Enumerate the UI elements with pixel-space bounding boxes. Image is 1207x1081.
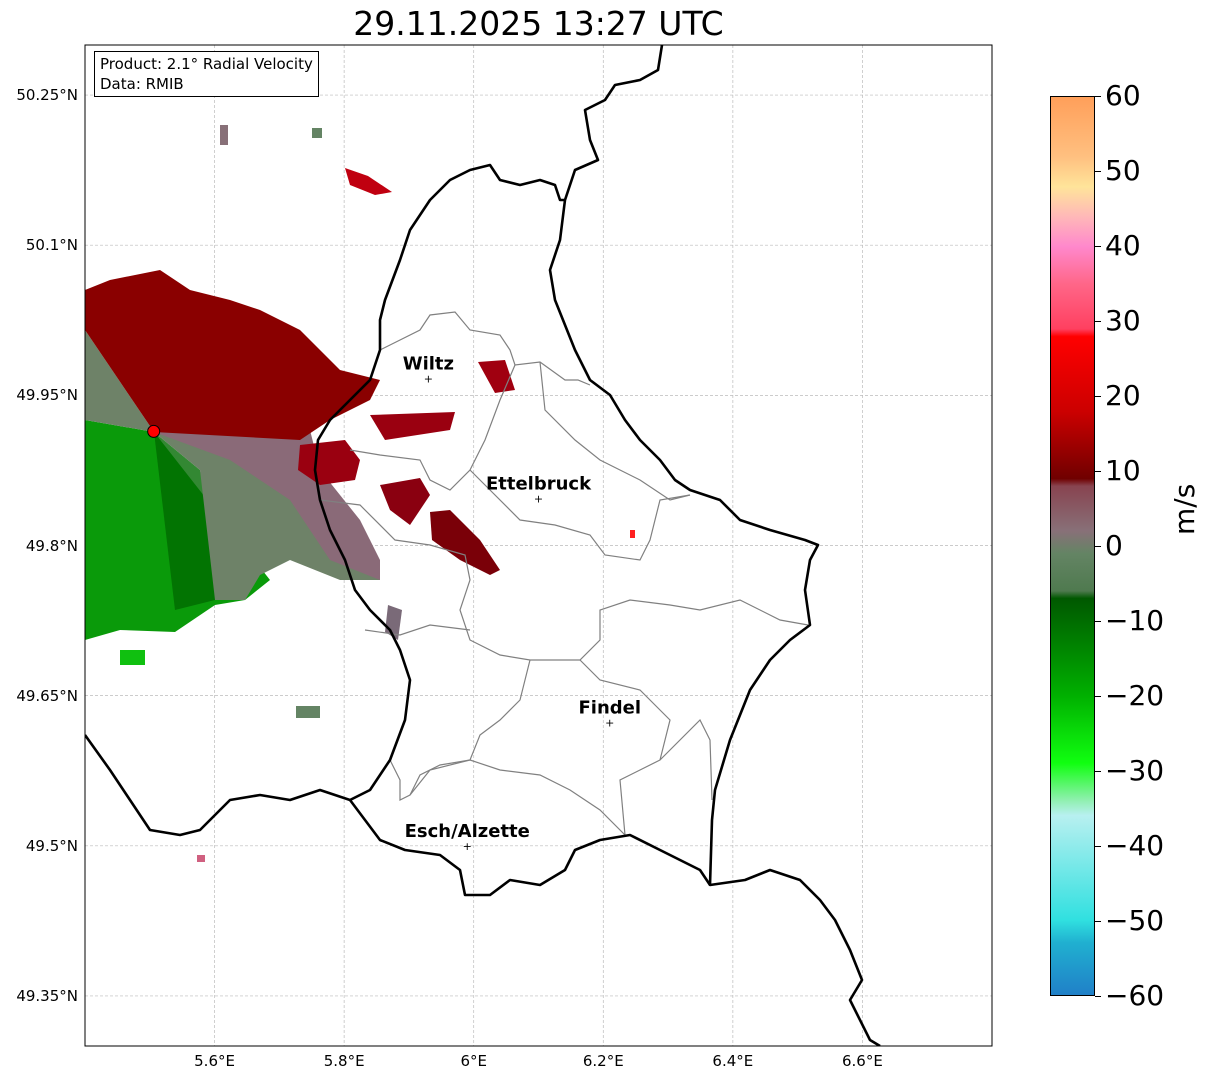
radar-site-marker [147,424,161,438]
colorbar-tick [1095,996,1101,997]
lon-tick-label: 6°E [460,1052,487,1070]
colorbar-tick [1095,696,1101,697]
colorbar-tick [1095,396,1101,397]
lat-tick-label: 50.25°N [16,86,78,105]
echo-cell [345,168,392,195]
echo-inbound-dark [154,432,220,610]
lon-tick-label: 6.4°E [712,1052,754,1070]
echo-transition-gray [85,330,380,600]
lon-tick-label: 6.2°E [582,1052,624,1070]
colorbar-tick [1095,96,1101,97]
lat-tick-label: 50.1°N [25,236,78,255]
lon-tick-label: 5.6°E [194,1052,235,1070]
colorbar-tick-label: −10 [1105,604,1165,637]
colorbar-tick [1095,771,1101,772]
data-source-label: Data: RMIB [100,75,184,93]
colorbar-tick-label: −40 [1105,829,1165,862]
city-label: Ettelbruck [486,473,592,494]
canton-borders [319,311,809,836]
colorbar-tick-label: 20 [1105,379,1141,412]
lon-tick-label: 5.8°E [323,1052,365,1070]
colorbar-tick [1095,846,1101,847]
colorbar-unit: m/s [1168,483,1201,535]
city-markers: +Wiltz+Ettelbruck+Findel+Esch/Alzette [403,353,641,852]
colorbar-tick [1095,546,1101,547]
colorbar-tick [1095,921,1101,922]
colorbar-tick [1095,471,1101,472]
lat-tick-label: 49.65°N [16,686,78,705]
echo-cell [430,510,500,575]
city-marker-icon: + [424,372,433,385]
colorbar-tick-label: −30 [1105,754,1165,787]
colorbar-tick [1095,246,1101,247]
echo-transition-mauve [154,430,380,580]
radar-echoes [85,125,635,862]
colorbar-tick-label: 50 [1105,154,1141,187]
echo-cell [380,478,430,525]
plot-frame [84,44,993,1047]
lat-tick-label: 49.8°N [25,536,78,555]
colorbar-tick-label: −50 [1105,904,1165,937]
colorbar-tick-label: 40 [1105,229,1141,262]
velocity-colorbar [1050,96,1095,996]
colorbar-tick-label: −60 [1105,979,1165,1012]
colorbar-tick [1095,171,1101,172]
map-title: 29.11.2025 13:27 UTC [353,4,724,43]
colorbar-tick-label: 0 [1105,529,1123,562]
product-label: Product: 2.1° Radial Velocity [100,55,313,73]
country-borders [85,45,881,1046]
echo-outbound-red2 [298,440,360,485]
city-marker-icon: + [534,492,543,505]
colorbar-tick-label: 30 [1105,304,1141,337]
echo-outbound-red [85,270,380,440]
lat-tick-label: 49.5°N [25,836,78,855]
colorbar-tick [1095,621,1101,622]
echo-cell [478,360,515,393]
lat-tick-label: 49.35°N [16,986,78,1005]
colorbar-tick-label: −20 [1105,679,1165,712]
colorbar-tick [1095,321,1101,322]
city-label: Findel [578,698,641,719]
city-marker-icon: + [605,717,614,730]
colorbar-tick-label: 10 [1105,454,1141,487]
lon-tick-label: 6.6°E [842,1052,883,1070]
colorbar-tick-label: 60 [1105,79,1141,112]
echo-cell [370,412,455,440]
city-label: Wiltz [403,353,454,374]
lat-tick-label: 49.95°N [16,386,78,405]
city-label: Esch/Alzette [405,821,530,842]
product-info-box: Product: 2.1° Radial Velocity Data: RMIB [94,51,319,97]
city-marker-icon: + [463,840,472,853]
